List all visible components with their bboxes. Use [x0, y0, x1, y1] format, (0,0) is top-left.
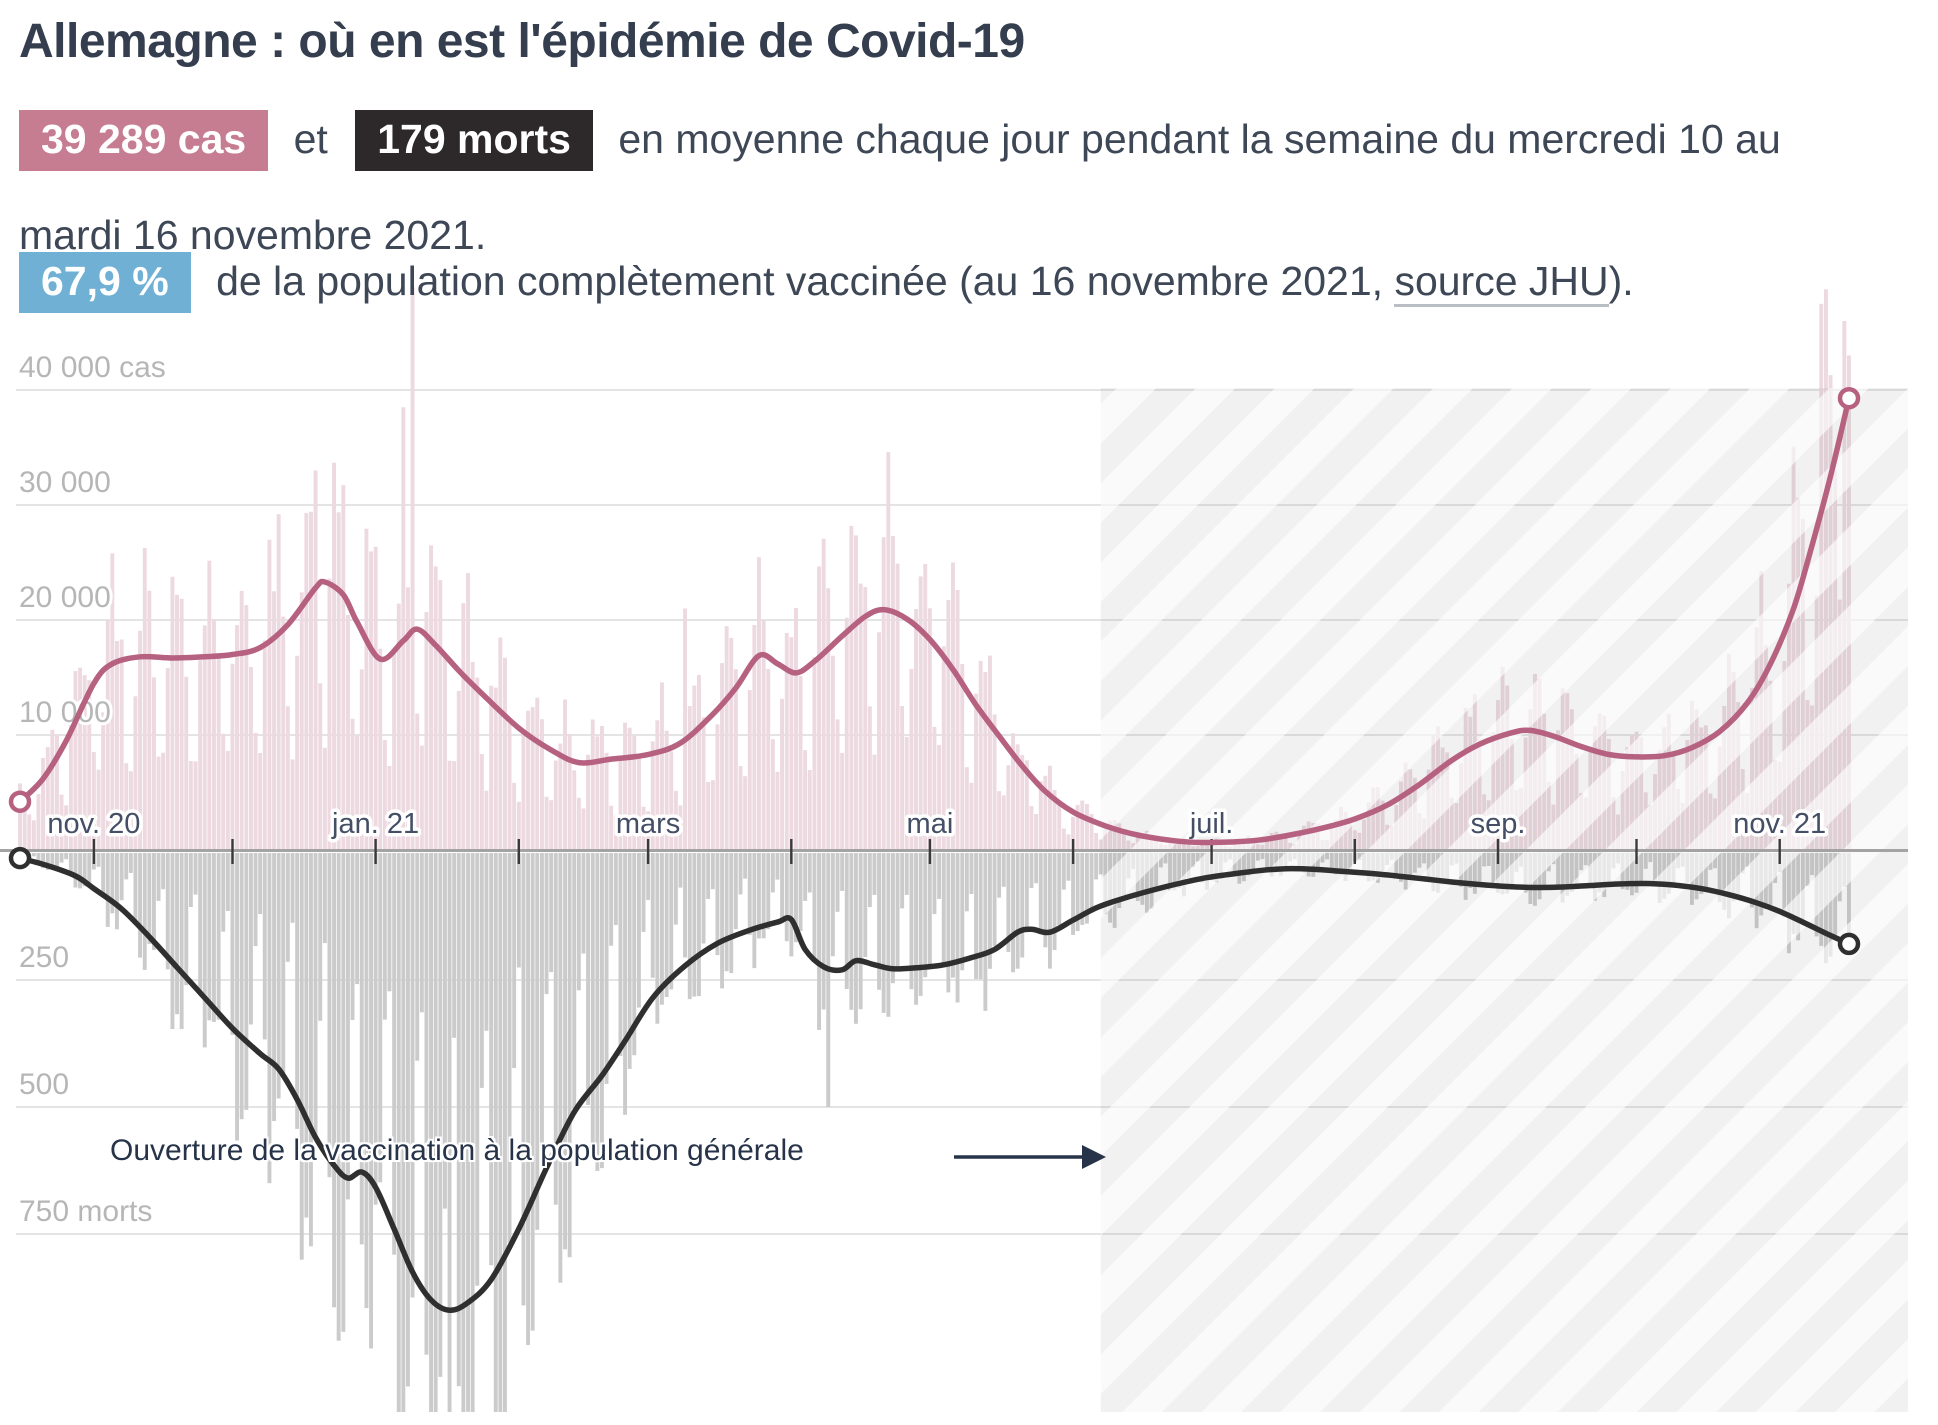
annotation-arrow [954, 1145, 1106, 1169]
x-axis-month-labels: nov. 20 jan. 21 mars mai juil. sep. nov. 21 [44, 805, 1830, 844]
svg-text:juil.: juil. [1189, 808, 1234, 840]
stats-summary-line-2: mardi 16 novembre 2021. [19, 212, 487, 258]
deaths-average-line [17, 855, 1852, 1313]
svg-text:40 000 cas: 40 000 cas [19, 351, 166, 384]
vaccination-stat-badge: 67,9 % [19, 252, 191, 313]
svg-text:20 000: 20 000 [19, 581, 111, 614]
svg-text:nov. 21: nov. 21 [1733, 808, 1826, 840]
cases-average-line-end-marker [1837, 386, 1861, 410]
cases-stat-badge: 39 289 cas [19, 110, 269, 171]
deaths-average-line-end-marker [1837, 932, 1861, 956]
stats-summary-line: 39 289 cas et 179 morts en moyenne chaqu… [19, 110, 1781, 171]
svg-text:nov. 20: nov. 20 [47, 808, 140, 840]
svg-text:mai: mai [907, 808, 954, 840]
svg-text:500: 500 [19, 1068, 69, 1101]
vaccination-summary-line: 67,9 % de la population complètement vac… [19, 252, 1634, 313]
svg-text:mars: mars [616, 808, 680, 840]
hatched-projection-area [1100, 388, 1908, 1412]
deaths-stat-badge: 179 morts [355, 110, 593, 171]
value-axis-labels: 10 000 20 000 30 000 40 000 cas 250 500 750 mo… [16, 348, 169, 1231]
svg-text:750 morts: 750 morts [19, 1195, 152, 1228]
page-title: Allemagne : où en est l'épidémie de Covi… [19, 15, 1025, 68]
vaccination-opening-annotation: Ouverture de la vaccination à la populat… [110, 1134, 804, 1167]
svg-text:sep.: sep. [1471, 808, 1526, 840]
svg-text:250: 250 [19, 941, 69, 974]
svg-text:jan. 21: jan. 21 [331, 808, 419, 840]
cases-average-line-start-marker [8, 790, 32, 813]
stats-description-text: en moyenne chaque jour pendant la semain… [618, 116, 1781, 162]
svg-text:10 000: 10 000 [19, 696, 111, 729]
deaths-average-line-start-marker [8, 846, 32, 870]
svg-text:30 000: 30 000 [19, 466, 111, 499]
source-jhu-link[interactable]: source JHU [1394, 258, 1609, 307]
vaccination-description-text: de la population complètement vaccinée (… [216, 258, 1395, 304]
vaccination-description-end: ). [1608, 258, 1634, 304]
x-axis [0, 839, 1908, 864]
cases-average-line [17, 395, 1852, 846]
conjunction-text: et [293, 116, 328, 162]
